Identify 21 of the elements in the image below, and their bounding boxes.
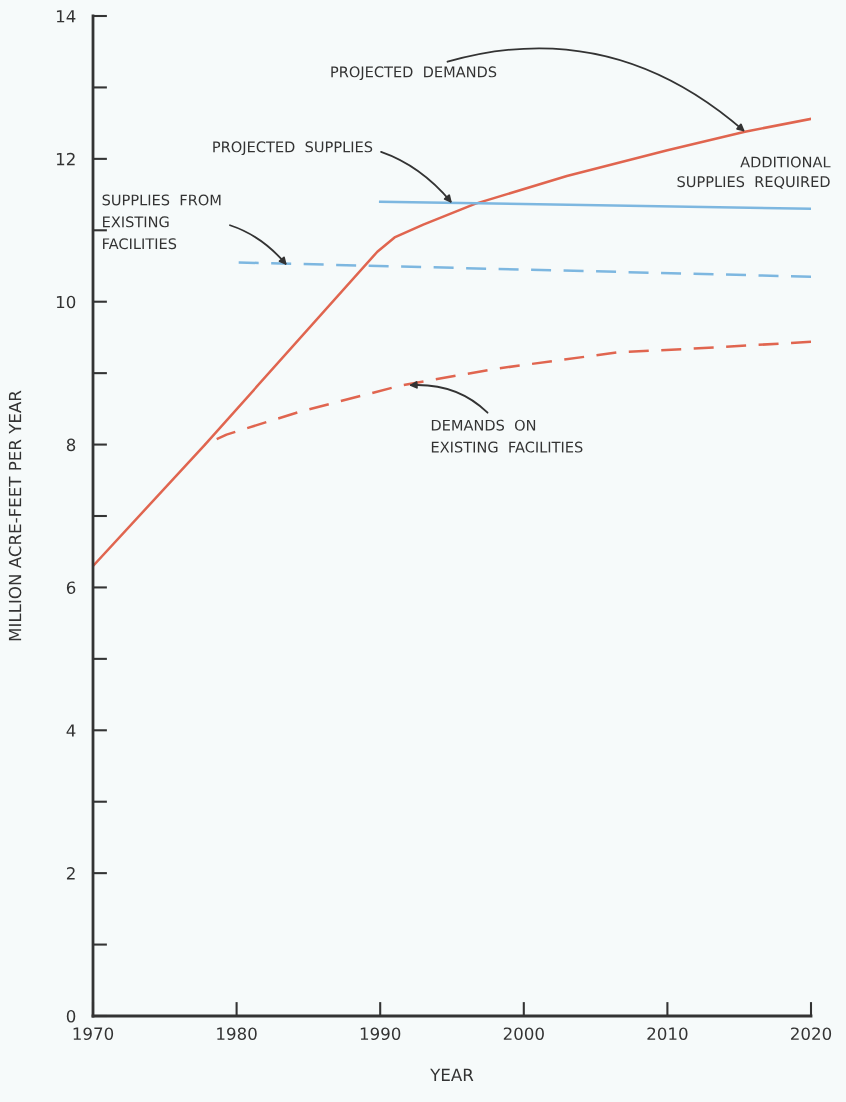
annotation: SUPPLIES FROM EXISTING FACILITIES	[102, 194, 221, 250]
x-tick-label: 2010	[647, 1027, 688, 1041]
y-tick-label: 0	[66, 1009, 76, 1023]
x-tick-label: 2020	[791, 1027, 832, 1041]
annotation: ADDITIONAL SUPPLIES REQUIRED	[677, 156, 831, 189]
y-axis-title: MILLION ACRE-FEET PER YEAR	[8, 390, 22, 641]
y-tick-label: 12	[56, 152, 75, 166]
y-tick-label: 2	[66, 867, 75, 880]
x-tick-label: 1980	[217, 1027, 257, 1041]
annotation: PROJECTED SUPPLIES	[213, 141, 373, 156]
y-tick-label: 4	[66, 724, 76, 737]
y-tick-label: 10	[56, 295, 76, 309]
annotation: DEMANDS ON EXISTING FACILITIES	[431, 419, 583, 453]
annotation: PROJECTED DEMANDS	[331, 66, 497, 81]
y-tick-label: 14	[56, 10, 76, 23]
x-axis-title: YEAR	[430, 1068, 474, 1081]
x-tick-label: 1990	[360, 1027, 401, 1041]
y-tick-label: 6	[66, 581, 76, 594]
x-tick-label: 2000	[503, 1027, 544, 1041]
x-tick-label: 1970	[73, 1027, 114, 1041]
y-tick-label: 8	[66, 438, 76, 452]
